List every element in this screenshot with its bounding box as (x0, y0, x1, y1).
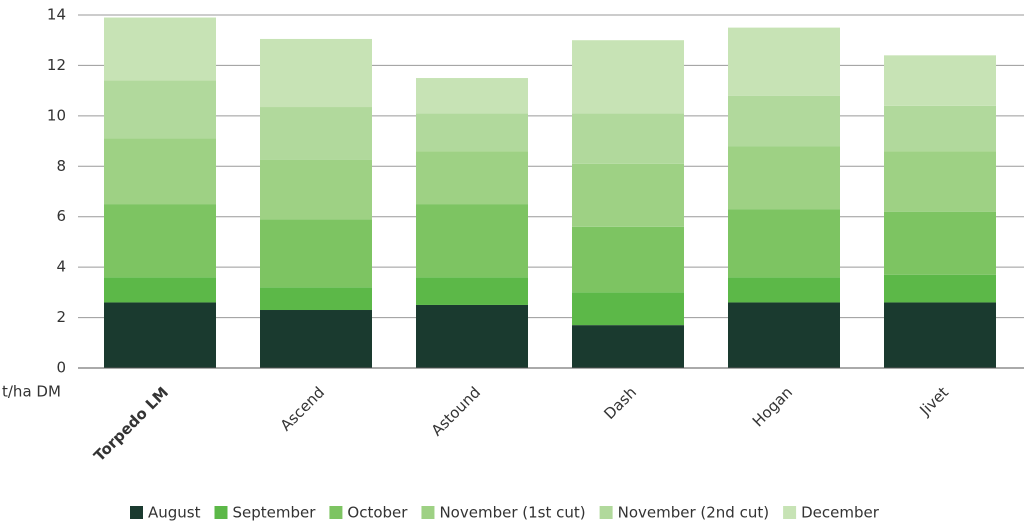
bar-segment (104, 80, 216, 139)
bar-segment (260, 107, 372, 160)
legend-label: November (2nd cut) (618, 504, 769, 521)
bar-segment (416, 113, 528, 152)
bar-segment (572, 292, 684, 326)
bar-segment (728, 277, 840, 303)
bar-segment (572, 226, 684, 293)
x-tick-label: Ascend (277, 383, 328, 434)
bar-segment (416, 304, 528, 368)
bar-segment (884, 211, 996, 275)
bar-segment (416, 277, 528, 305)
legend-label: November (1st cut) (439, 504, 585, 521)
legend-label: August (148, 504, 201, 521)
bar-segment (728, 27, 840, 96)
bar-segment (260, 287, 372, 311)
y-tick-label: 10 (47, 106, 66, 124)
legend-swatch (783, 506, 797, 519)
bar-segment (884, 302, 996, 368)
bar-segment (572, 113, 684, 164)
bar-segment (416, 78, 528, 114)
bar-segment (104, 277, 216, 303)
bar-segment (104, 138, 216, 205)
bar-segment (728, 302, 840, 368)
y-tick-label: 8 (56, 157, 66, 175)
x-tick-label: Torpedo LM (90, 383, 172, 465)
x-tick-label: Jivet (916, 383, 953, 420)
y-tick-label: 0 (56, 359, 66, 377)
x-tick-label: Astound (428, 383, 484, 439)
legend-swatch (130, 506, 143, 519)
bar-segment (572, 163, 684, 227)
y-axis-label: t/ha DM (2, 383, 61, 401)
bar-segment (416, 151, 528, 205)
bar-segment (416, 204, 528, 278)
bar-segment (260, 310, 372, 368)
bar-segment (728, 95, 840, 147)
bar-segment (884, 274, 996, 303)
y-tick-label: 4 (56, 258, 66, 276)
y-tick-label: 12 (47, 56, 66, 74)
legend-swatch (329, 506, 343, 519)
x-tick-label: Dash (600, 383, 640, 423)
legend-swatch (421, 506, 435, 519)
bar-segment (260, 219, 372, 288)
bar-segment (104, 204, 216, 278)
y-tick-label: 14 (47, 6, 66, 24)
legend-swatch (214, 506, 228, 519)
y-tick-label: 2 (56, 308, 66, 326)
bar-segment (884, 105, 996, 152)
legend-label: December (801, 504, 880, 521)
bar-segment (104, 302, 216, 368)
bar-segment (728, 146, 840, 210)
bar-segment (572, 325, 684, 368)
bar-segment (260, 38, 372, 108)
bar-segment (260, 159, 372, 220)
bar-segment (572, 40, 684, 114)
legend-label: September (233, 504, 317, 521)
bar-segment (884, 151, 996, 212)
bar-segment (728, 209, 840, 278)
bar-segment (884, 55, 996, 106)
legend-swatch (599, 506, 613, 519)
bar-segment (104, 17, 216, 81)
x-tick-label: Hogan (749, 383, 796, 430)
y-tick-label: 6 (56, 207, 66, 225)
legend-label: October (347, 504, 408, 521)
